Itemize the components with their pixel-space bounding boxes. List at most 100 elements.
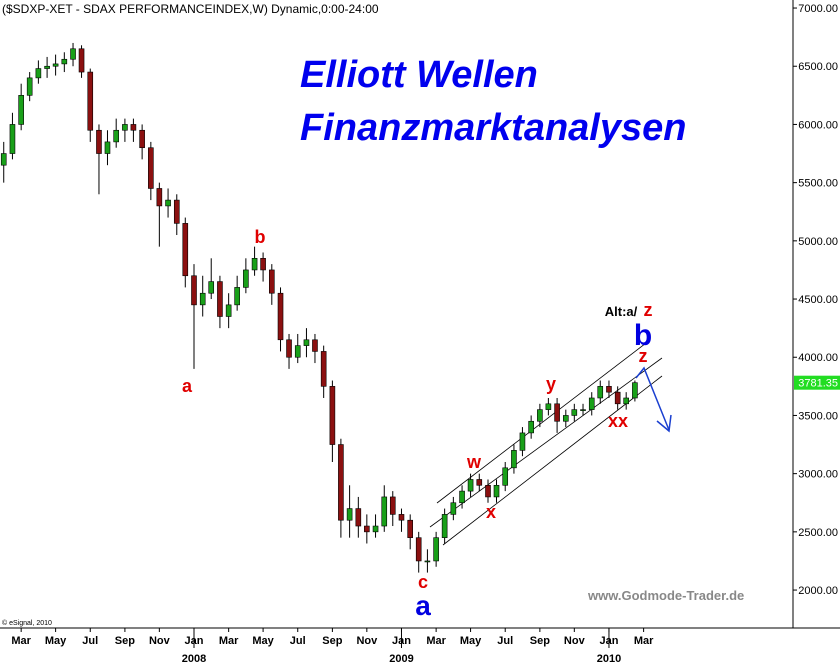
x-tick-label: Nov	[564, 635, 586, 647]
wave-label: x	[486, 502, 496, 522]
y-tick-label: 7000.00	[798, 3, 838, 15]
x-tick-label: Jul	[82, 635, 98, 647]
x-tick-label: Jul	[290, 635, 306, 647]
candle-body	[485, 484, 491, 498]
watermark: www.Godmode-Trader.de	[587, 588, 744, 603]
arrow-path	[635, 366, 670, 431]
headline: Elliott Wellen	[300, 54, 538, 96]
channel-line	[429, 357, 663, 528]
candle-body	[623, 397, 629, 405]
channel-line	[442, 375, 663, 546]
x-tick-label: May	[252, 635, 274, 647]
candle-body	[139, 129, 145, 149]
arrow-head	[656, 414, 672, 433]
candle-body	[113, 129, 119, 143]
candle-body	[571, 409, 578, 416]
y-tick-label: 3500.00	[798, 410, 838, 422]
wave-label: b	[634, 319, 652, 352]
x-tick-label: Mar	[11, 635, 31, 647]
candle-body	[545, 403, 552, 410]
candle-body	[35, 68, 42, 79]
wave-label: xx	[608, 411, 628, 431]
candle-body	[286, 339, 292, 358]
x-tick-label: Mar	[426, 635, 446, 647]
candles	[0, 42, 638, 573]
candle-body	[217, 281, 223, 317]
candle-body	[372, 525, 379, 533]
candle-body	[70, 48, 76, 60]
candle-body	[18, 95, 24, 125]
y-tick-label: 4000.00	[798, 352, 838, 364]
y-tick-label: 4500.00	[798, 294, 838, 306]
candle-body	[173, 199, 180, 224]
candle-body	[511, 450, 517, 469]
wave-label: b	[255, 227, 266, 247]
y-tick-label: 2500.00	[798, 527, 838, 539]
y-tick-label: 3000.00	[798, 469, 838, 481]
channel	[429, 339, 663, 546]
candle-body	[148, 147, 154, 189]
x-tick-label: Sep	[322, 635, 342, 647]
y-tick-label: 5000.00	[798, 236, 838, 248]
candle-body	[519, 432, 526, 451]
candle-body	[260, 258, 266, 271]
candle-body	[338, 444, 344, 521]
candle-body	[537, 409, 543, 422]
candle-body	[0, 153, 7, 166]
candle-body	[208, 281, 215, 294]
candle-body	[381, 496, 388, 527]
candle-body	[130, 124, 137, 131]
candle-body	[606, 386, 612, 393]
wave-label: y	[546, 374, 556, 394]
candle-body	[398, 514, 405, 521]
candle-body	[554, 403, 560, 422]
x-tick-label: Nov	[149, 635, 171, 647]
y-tick-label: 2000.00	[798, 585, 838, 597]
candle-body	[156, 188, 163, 207]
year-label: 2009	[389, 653, 413, 665]
wave-label: a	[415, 590, 431, 621]
candle-body	[191, 275, 197, 306]
candle-body	[26, 77, 33, 96]
candle-body	[563, 415, 569, 422]
candle-body	[459, 490, 465, 504]
y-tick-label: 5500.00	[798, 178, 838, 190]
last-price-label: 3781.35	[798, 378, 838, 390]
candle-body	[355, 508, 362, 527]
candle-body	[580, 409, 586, 411]
candle-body	[294, 345, 301, 358]
candle-body	[346, 508, 353, 521]
candle-body	[61, 58, 68, 65]
x-tick-label: May	[460, 635, 482, 647]
x-tick-label: Sep	[115, 635, 135, 647]
candle-body	[277, 292, 284, 341]
candle-body	[165, 199, 171, 207]
candle-body	[303, 339, 310, 346]
wave-label: c	[418, 572, 428, 592]
channel-line	[436, 339, 651, 504]
x-tick-label: Mar	[219, 635, 239, 647]
candle-body	[433, 537, 439, 562]
forecast-arrow	[635, 366, 672, 433]
x-tick-label: Nov	[356, 635, 378, 647]
candle-body	[234, 287, 240, 306]
wave-label: z	[644, 300, 653, 320]
candle-body	[52, 63, 59, 67]
candle-body	[320, 351, 327, 387]
chart-title: ($SDXP-XET - SDAX PERFORMANCEINDEX,W) Dy…	[2, 2, 379, 16]
candle-body	[415, 537, 422, 562]
candle-body	[122, 124, 128, 131]
candle-body	[182, 223, 189, 277]
y-tick-label: 6500.00	[798, 61, 838, 73]
last-price-box	[794, 375, 840, 390]
candle-body	[9, 124, 16, 154]
year-label: 2008	[182, 653, 206, 665]
candle-body	[407, 519, 413, 538]
wave-label: w	[466, 452, 482, 472]
candle-body	[441, 514, 448, 538]
year-label: 2010	[597, 653, 621, 665]
candle-body	[78, 48, 85, 73]
y-tick-label: 6000.00	[798, 119, 838, 131]
